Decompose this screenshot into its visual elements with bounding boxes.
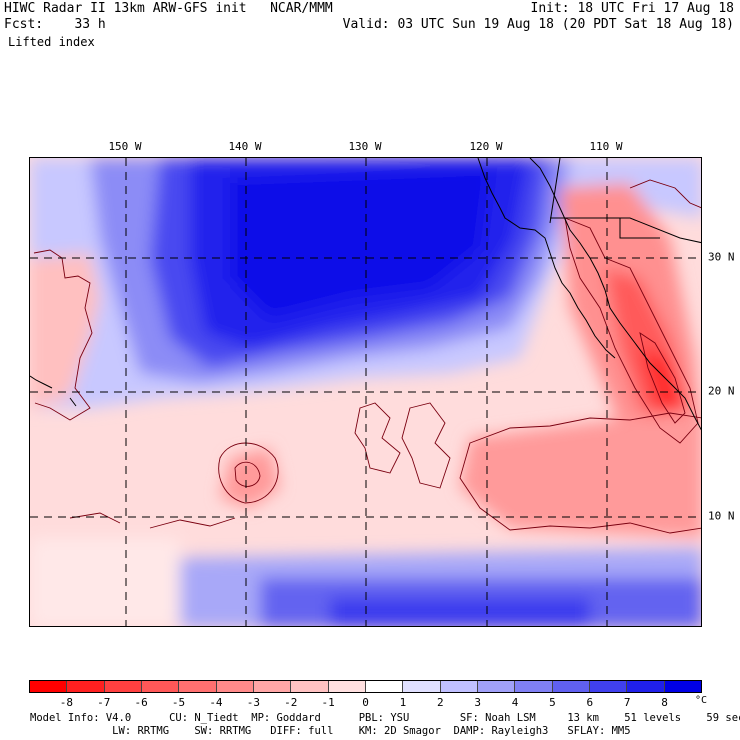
coastlines — [30, 158, 701, 431]
valid-time: Valid: 03 UTC Sun 19 Aug 18 (20 PDT Sat … — [342, 17, 734, 32]
lon-label-110w: 110 W — [589, 140, 623, 153]
lat-label-10n: 10 N — [708, 509, 735, 523]
contour-mexico-core — [639, 331, 686, 424]
stable-air-region — [30, 158, 701, 626]
forecast-hour: Fcst: 33 h — [4, 17, 106, 32]
colorbar-cell — [403, 681, 441, 692]
lifted-index-map — [29, 157, 702, 627]
contour-east-pacific — [459, 412, 701, 534]
contour-central — [354, 402, 401, 474]
model-info-line1: Model Info: V4.0 CU: N_Tiedt MP: Goddard… — [30, 712, 740, 724]
contour-cyclone-outer — [218, 442, 279, 504]
lat-label-20n: 20 N — [708, 384, 735, 398]
map-canvas — [30, 158, 701, 626]
colorbar-tick-label: -8 — [59, 696, 73, 709]
colorbar-tick-label: -4 — [209, 696, 223, 709]
colorbar-cell — [30, 681, 68, 692]
colorbar-tick-label: 7 — [623, 696, 631, 709]
coast-hawaii — [30, 375, 77, 407]
colorbar-cell — [216, 681, 254, 692]
colorbar-tick-label: 6 — [586, 696, 594, 709]
colorbar-tick-label: 2 — [436, 696, 444, 709]
lat-label-30n: 30 N — [708, 250, 735, 264]
coast-california-baja — [477, 158, 616, 359]
colorbar-cell — [104, 681, 142, 692]
colorbar-tick-label: -2 — [284, 696, 298, 709]
colorbar-cell — [291, 681, 329, 692]
colorbar-cell — [477, 681, 516, 692]
colorbar-cell — [179, 681, 217, 692]
colorbar-cell — [627, 681, 665, 692]
border-state-2 — [549, 158, 561, 224]
graticule — [30, 158, 701, 626]
colorbar-cell — [253, 681, 292, 692]
contour-central-2 — [401, 402, 451, 489]
colorbar-cell — [328, 681, 366, 692]
colorbar-tick-label: 8 — [661, 696, 668, 709]
contour-lines — [33, 179, 701, 534]
colorbar-cell — [515, 681, 553, 692]
colorbar-tick-label: -3 — [246, 696, 260, 709]
colorbar-cell — [552, 681, 590, 692]
colorbar-unit: °C — [695, 695, 708, 706]
lon-label-150w: 150 W — [108, 140, 142, 153]
colorbar-cell — [141, 681, 180, 692]
colorbar-tick-label: -5 — [171, 696, 186, 709]
border-state — [619, 218, 660, 239]
contour-south-west — [149, 517, 236, 529]
colorbar-tick-label: 5 — [549, 696, 556, 709]
colorbar-tick-label: -7 — [97, 696, 111, 709]
colorbar-cell — [664, 681, 701, 692]
coast-mexico-mainland — [529, 158, 701, 431]
lon-label-140w: 140 W — [228, 140, 262, 153]
colorbar-cell — [365, 681, 404, 692]
colorbar-tick-label: 3 — [474, 696, 481, 709]
colorbar-tick-label: 0 — [362, 696, 369, 709]
colorbar-tick-label: 1 — [399, 696, 407, 709]
colorbar-tick-label: -1 — [321, 696, 335, 709]
contour-far-south-west — [69, 512, 121, 524]
colorbar — [29, 680, 702, 693]
border-us-mexico — [550, 217, 701, 244]
init-time: Init: 18 UTC Fri 17 Aug 18 — [530, 1, 735, 16]
colorbar-tick-label: -6 — [134, 696, 148, 709]
contour-west — [33, 249, 93, 421]
lon-label-120w: 120 W — [469, 140, 503, 153]
colorbar-cell — [67, 681, 105, 692]
contour-mexico — [564, 217, 699, 444]
model-info-line2: LW: RRTMG SW: RRTMG DIFF: full KM: 2D Sm… — [30, 725, 631, 737]
colorbar-cell — [440, 681, 478, 692]
lon-label-130w: 130 W — [348, 140, 382, 153]
field-name: Lifted index — [8, 35, 95, 49]
contour-north — [629, 179, 701, 209]
colorbar-cell — [589, 681, 628, 692]
contour-cyclone-inner — [234, 461, 261, 487]
colorbar-tick-label: 4 — [511, 696, 519, 709]
header-title: HIWC Radar II 13km ARW-GFS init NCAR/MMM — [4, 1, 333, 16]
